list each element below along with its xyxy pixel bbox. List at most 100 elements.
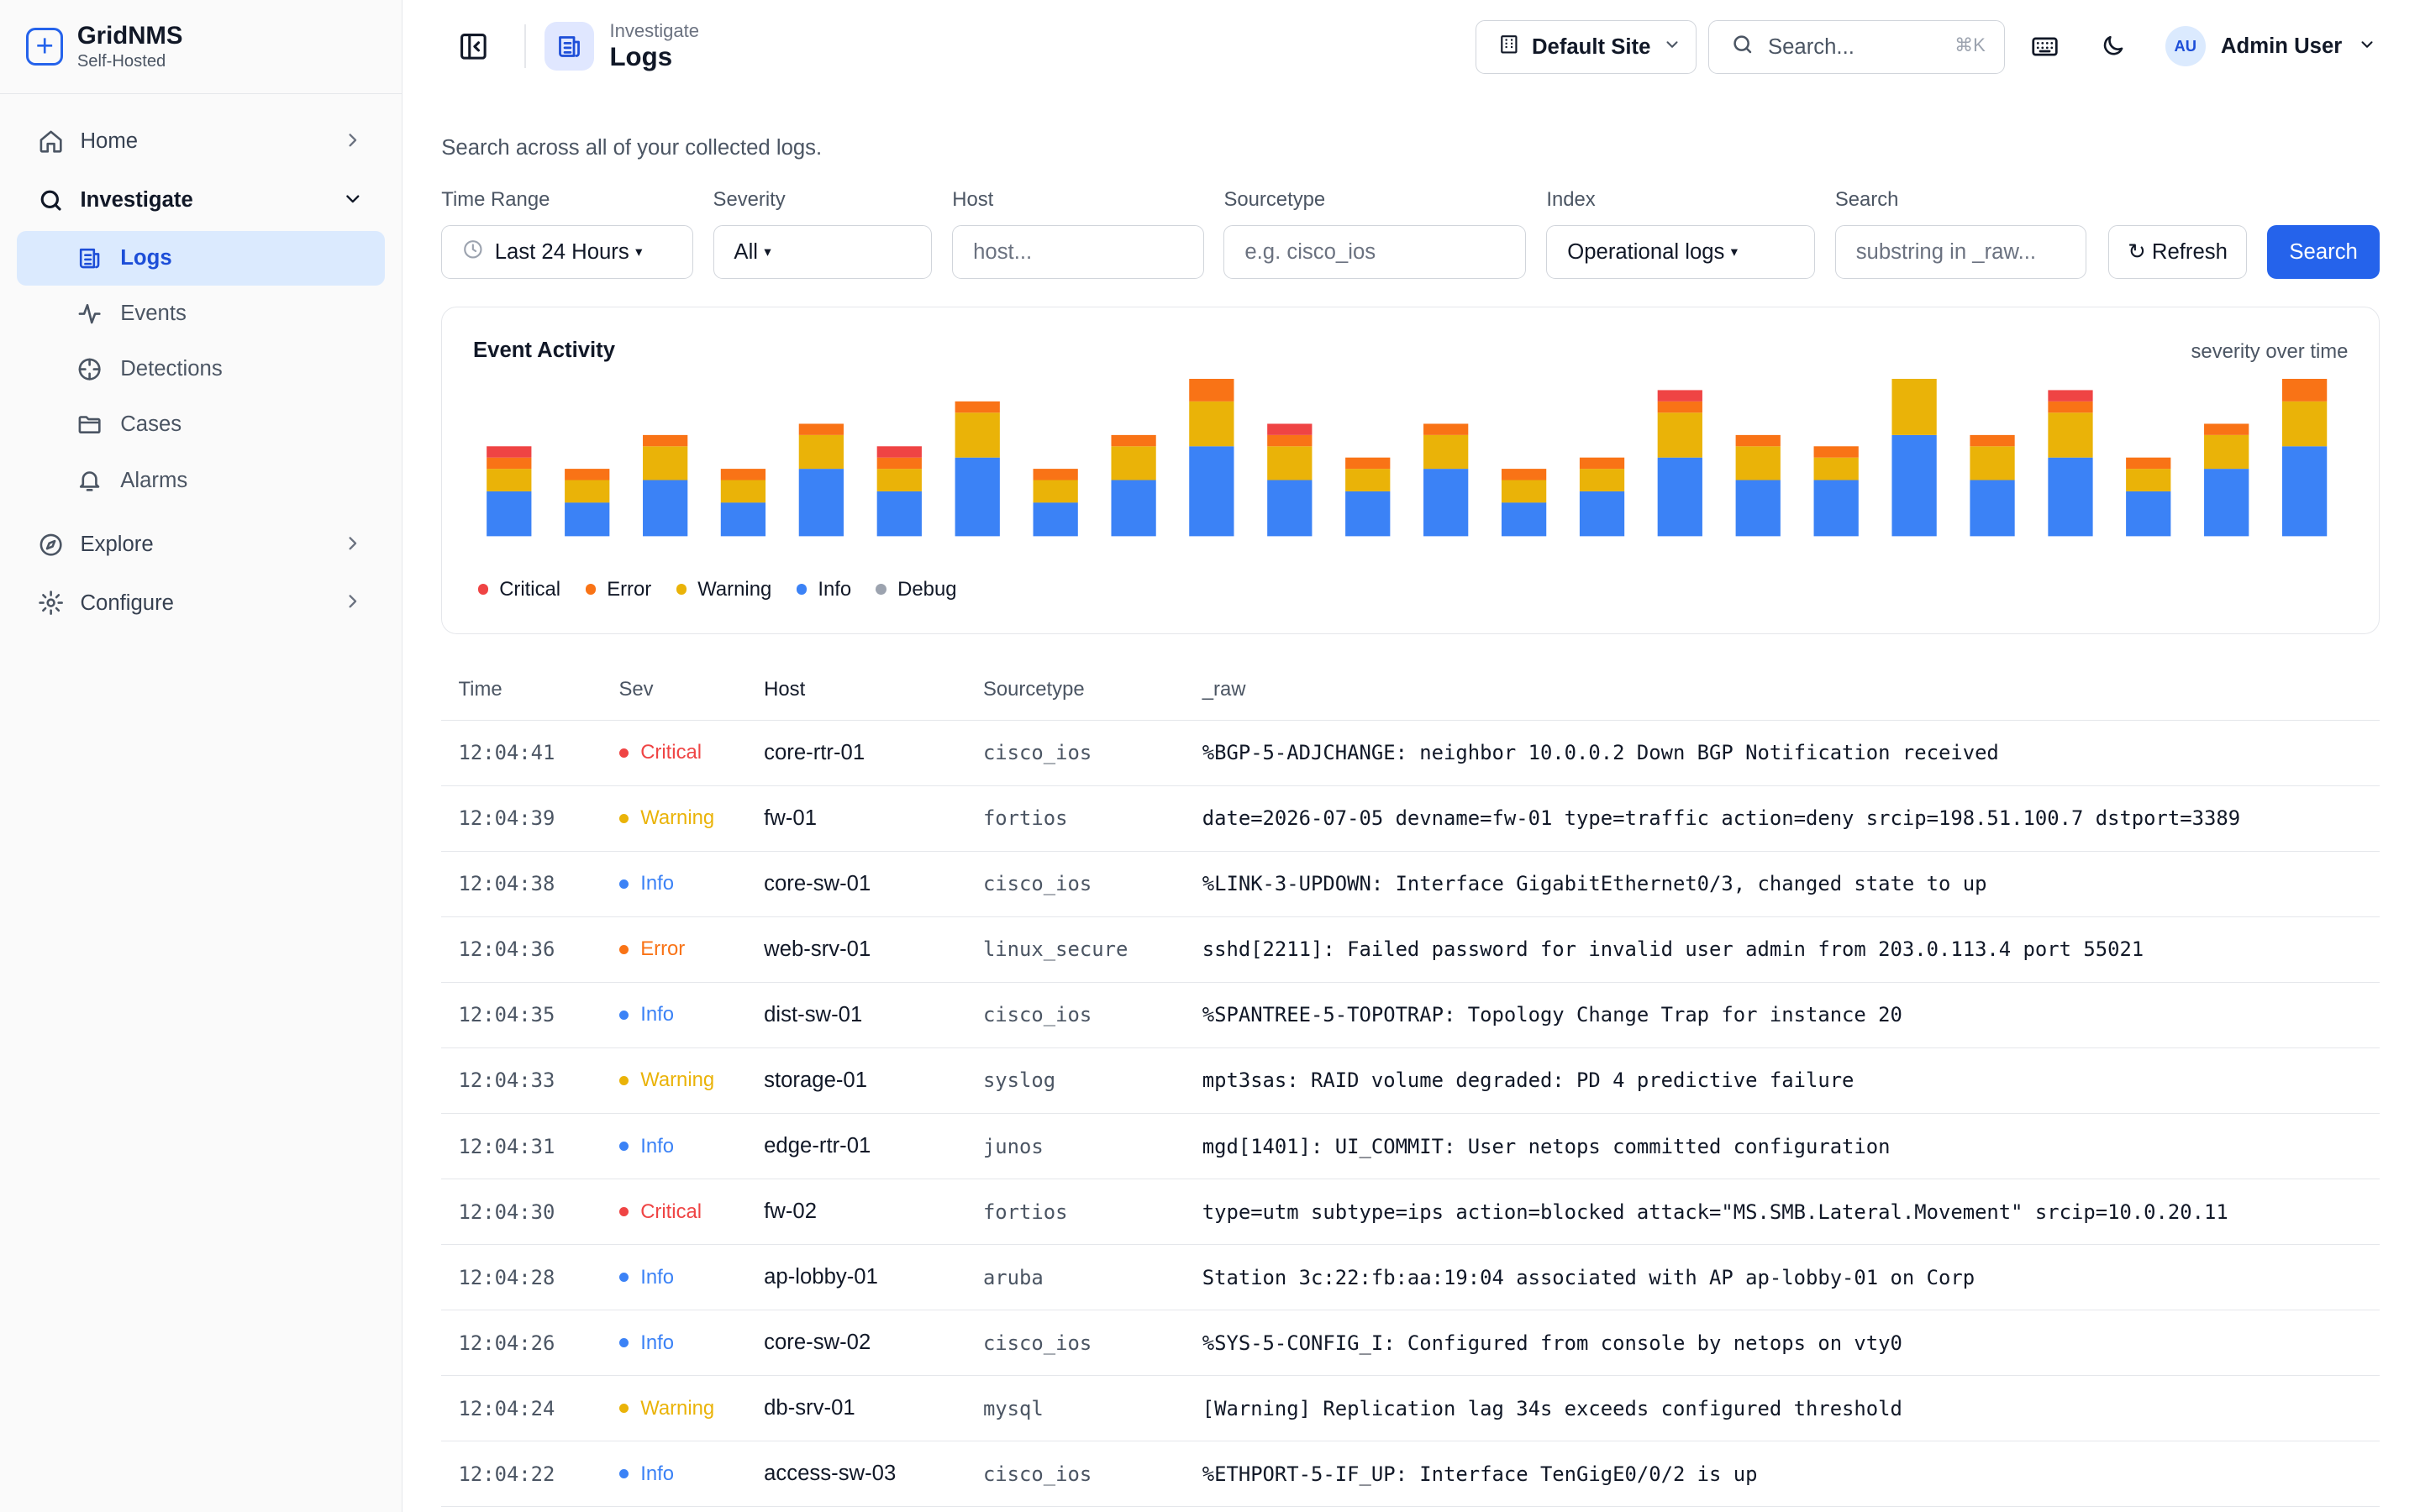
bar-segment-error[interactable] [1970, 434, 2015, 447]
bar-segment-info[interactable] [2048, 457, 2093, 537]
sidebar-item-investigate[interactable]: Investigate [17, 173, 385, 228]
bar-segment-error[interactable] [643, 434, 688, 447]
bar-segment-info[interactable] [1423, 469, 1469, 537]
bar-segment-warning[interactable] [1501, 480, 1547, 503]
bar-segment-warning[interactable] [1657, 412, 1702, 458]
sidebar-item-alarms[interactable]: Alarms [17, 454, 385, 507]
bar-segment-warning[interactable] [1111, 446, 1156, 480]
bar-segment-error[interactable] [487, 457, 532, 470]
sidebar-item-configure[interactable]: Configure [17, 575, 385, 631]
bar-segment-info[interactable] [1267, 480, 1313, 537]
bar-segment-info[interactable] [643, 480, 688, 537]
bar-segment-error[interactable] [2281, 378, 2328, 402]
bar-segment-info[interactable] [2126, 491, 2171, 537]
bar-segment-warning[interactable] [1345, 469, 1391, 491]
sidebar-item-explore[interactable]: Explore [17, 517, 385, 572]
bar-segment-error[interactable] [2126, 457, 2171, 470]
bar-segment-error[interactable] [1423, 423, 1469, 435]
bar-segment-error[interactable] [1267, 434, 1313, 447]
legend-item[interactable]: Info [796, 578, 851, 601]
bar-segment-warning[interactable] [643, 446, 688, 480]
table-row[interactable]: 12:04:33 Warning storage-01 syslog mpt3sas: … [441, 1048, 2381, 1114]
bar-segment-error[interactable] [1345, 457, 1391, 470]
global-search-input[interactable]: Search... ⌘K [1708, 19, 2005, 75]
bar-segment-info[interactable] [1579, 491, 1625, 537]
raw-search-input[interactable]: substring in _raw... [1834, 225, 2087, 280]
bar-segment-error[interactable] [1579, 457, 1625, 470]
column-header-host[interactable]: Host [764, 678, 806, 701]
bar-segment-error[interactable] [2048, 401, 2093, 413]
bar-segment-info[interactable] [2204, 469, 2249, 537]
bar-segment-error[interactable] [1735, 434, 1781, 447]
bar-segment-info[interactable] [1033, 502, 1078, 537]
bar-segment-error[interactable] [876, 457, 922, 470]
bar-segment-warning[interactable] [798, 434, 844, 470]
sourcetype-input[interactable]: e.g. cisco_ios [1223, 225, 1527, 280]
bar-segment-error[interactable] [1501, 469, 1547, 480]
legend-item[interactable]: Error [585, 578, 651, 601]
site-selector[interactable]: Default Site [1475, 19, 1697, 75]
bar-segment-info[interactable] [876, 491, 922, 537]
bar-segment-info[interactable] [1501, 502, 1547, 537]
index-select[interactable]: Operational logs ▾ [1546, 225, 1815, 280]
bar-segment-info[interactable] [1813, 480, 1859, 537]
bar-segment-error[interactable] [1189, 378, 1234, 402]
table-row[interactable]: 12:04:38 Info core-sw-01 cisco_ios %LINK-3-U… [441, 852, 2381, 917]
table-row[interactable]: 12:04:41 Critical core-rtr-01 cisco_ios %BGP… [441, 721, 2381, 786]
table-row[interactable]: 12:04:30 Critical fw-02 fortios type=utm sub… [441, 1179, 2381, 1246]
bar-segment-info[interactable] [1189, 446, 1234, 537]
table-row[interactable]: 12:04:39 Warning fw-01 fortios date=2026-07-… [441, 786, 2381, 852]
bar-segment-warning[interactable] [1813, 457, 1859, 480]
bar-segment-error[interactable] [1033, 469, 1078, 480]
bar-segment-error[interactable] [955, 401, 1000, 413]
brand[interactable]: + GridNMS Self-Hosted [0, 0, 402, 95]
host-input[interactable]: host... [952, 225, 1204, 280]
sidebar-toggle-icon[interactable] [458, 31, 489, 62]
bar-segment-error[interactable] [1657, 401, 1702, 413]
legend-item[interactable]: Debug [876, 578, 956, 601]
severity-select[interactable]: All ▾ [713, 225, 933, 280]
table-row[interactable]: 12:04:28 Info ap-lobby-01 aruba Station 3c:2… [441, 1245, 2381, 1311]
table-row[interactable]: 12:04:24 Warning db-srv-01 mysql [Warning] R… [441, 1376, 2381, 1442]
column-header-sourcetype[interactable]: Sourcetype [982, 678, 1085, 701]
bar-segment-warning[interactable] [1423, 434, 1469, 470]
bar-segment-error[interactable] [1111, 434, 1156, 447]
bar-segment-info[interactable] [955, 457, 1000, 537]
moon-icon[interactable] [2097, 31, 2128, 62]
bar-segment-info[interactable] [1735, 480, 1781, 537]
table-row[interactable]: 12:04:22 Info access-sw-03 cisco_ios %ETHPOR… [441, 1441, 2381, 1508]
table-row[interactable]: 12:04:35 Info dist-sw-01 cisco_ios %SPANTREE… [441, 983, 2381, 1048]
sidebar-item-cases[interactable]: Cases [17, 398, 385, 452]
bar-segment-info[interactable] [1657, 457, 1702, 537]
bar-segment-warning[interactable] [487, 469, 532, 491]
bar-segment-warning[interactable] [1267, 446, 1313, 480]
time-range-select[interactable]: Last 24 Hours ▾ [441, 225, 693, 280]
bar-segment-warning[interactable] [720, 480, 766, 503]
breadcrumb[interactable]: Investigate [609, 19, 700, 41]
bar-segment-critical[interactable] [876, 446, 922, 458]
bar-segment-critical[interactable] [1267, 423, 1313, 435]
keyboard-icon[interactable] [2029, 31, 2060, 62]
bar-segment-critical[interactable] [1657, 390, 1702, 402]
column-header-time[interactable]: Time [458, 678, 502, 701]
bar-segment-warning[interactable] [1735, 446, 1781, 480]
user-menu[interactable]: AU Admin User [2165, 26, 2376, 66]
bar-segment-info[interactable] [720, 502, 766, 537]
bar-segment-warning[interactable] [1970, 446, 2015, 480]
bar-segment-info[interactable] [2281, 446, 2328, 537]
bar-segment-warning[interactable] [2048, 412, 2093, 458]
sidebar-item-events[interactable]: Events [17, 287, 385, 341]
bar-segment-warning[interactable] [1891, 378, 1937, 435]
legend-item[interactable]: Critical [477, 578, 560, 601]
bar-segment-error[interactable] [720, 469, 766, 480]
bar-segment-info[interactable] [1111, 480, 1156, 537]
bar-segment-warning[interactable] [955, 412, 1000, 458]
table-row[interactable]: 12:04:26 Info core-sw-02 cisco_ios %SYS-5-CO… [441, 1310, 2381, 1377]
legend-item[interactable]: Warning [676, 578, 771, 601]
bar-segment-warning[interactable] [2281, 401, 2328, 447]
bar-segment-warning[interactable] [1033, 480, 1078, 503]
bar-segment-error[interactable] [1813, 446, 1859, 458]
column-header-sev[interactable]: Sev [618, 678, 654, 701]
bar-segment-error[interactable] [565, 469, 610, 480]
bar-segment-error[interactable] [798, 423, 844, 435]
